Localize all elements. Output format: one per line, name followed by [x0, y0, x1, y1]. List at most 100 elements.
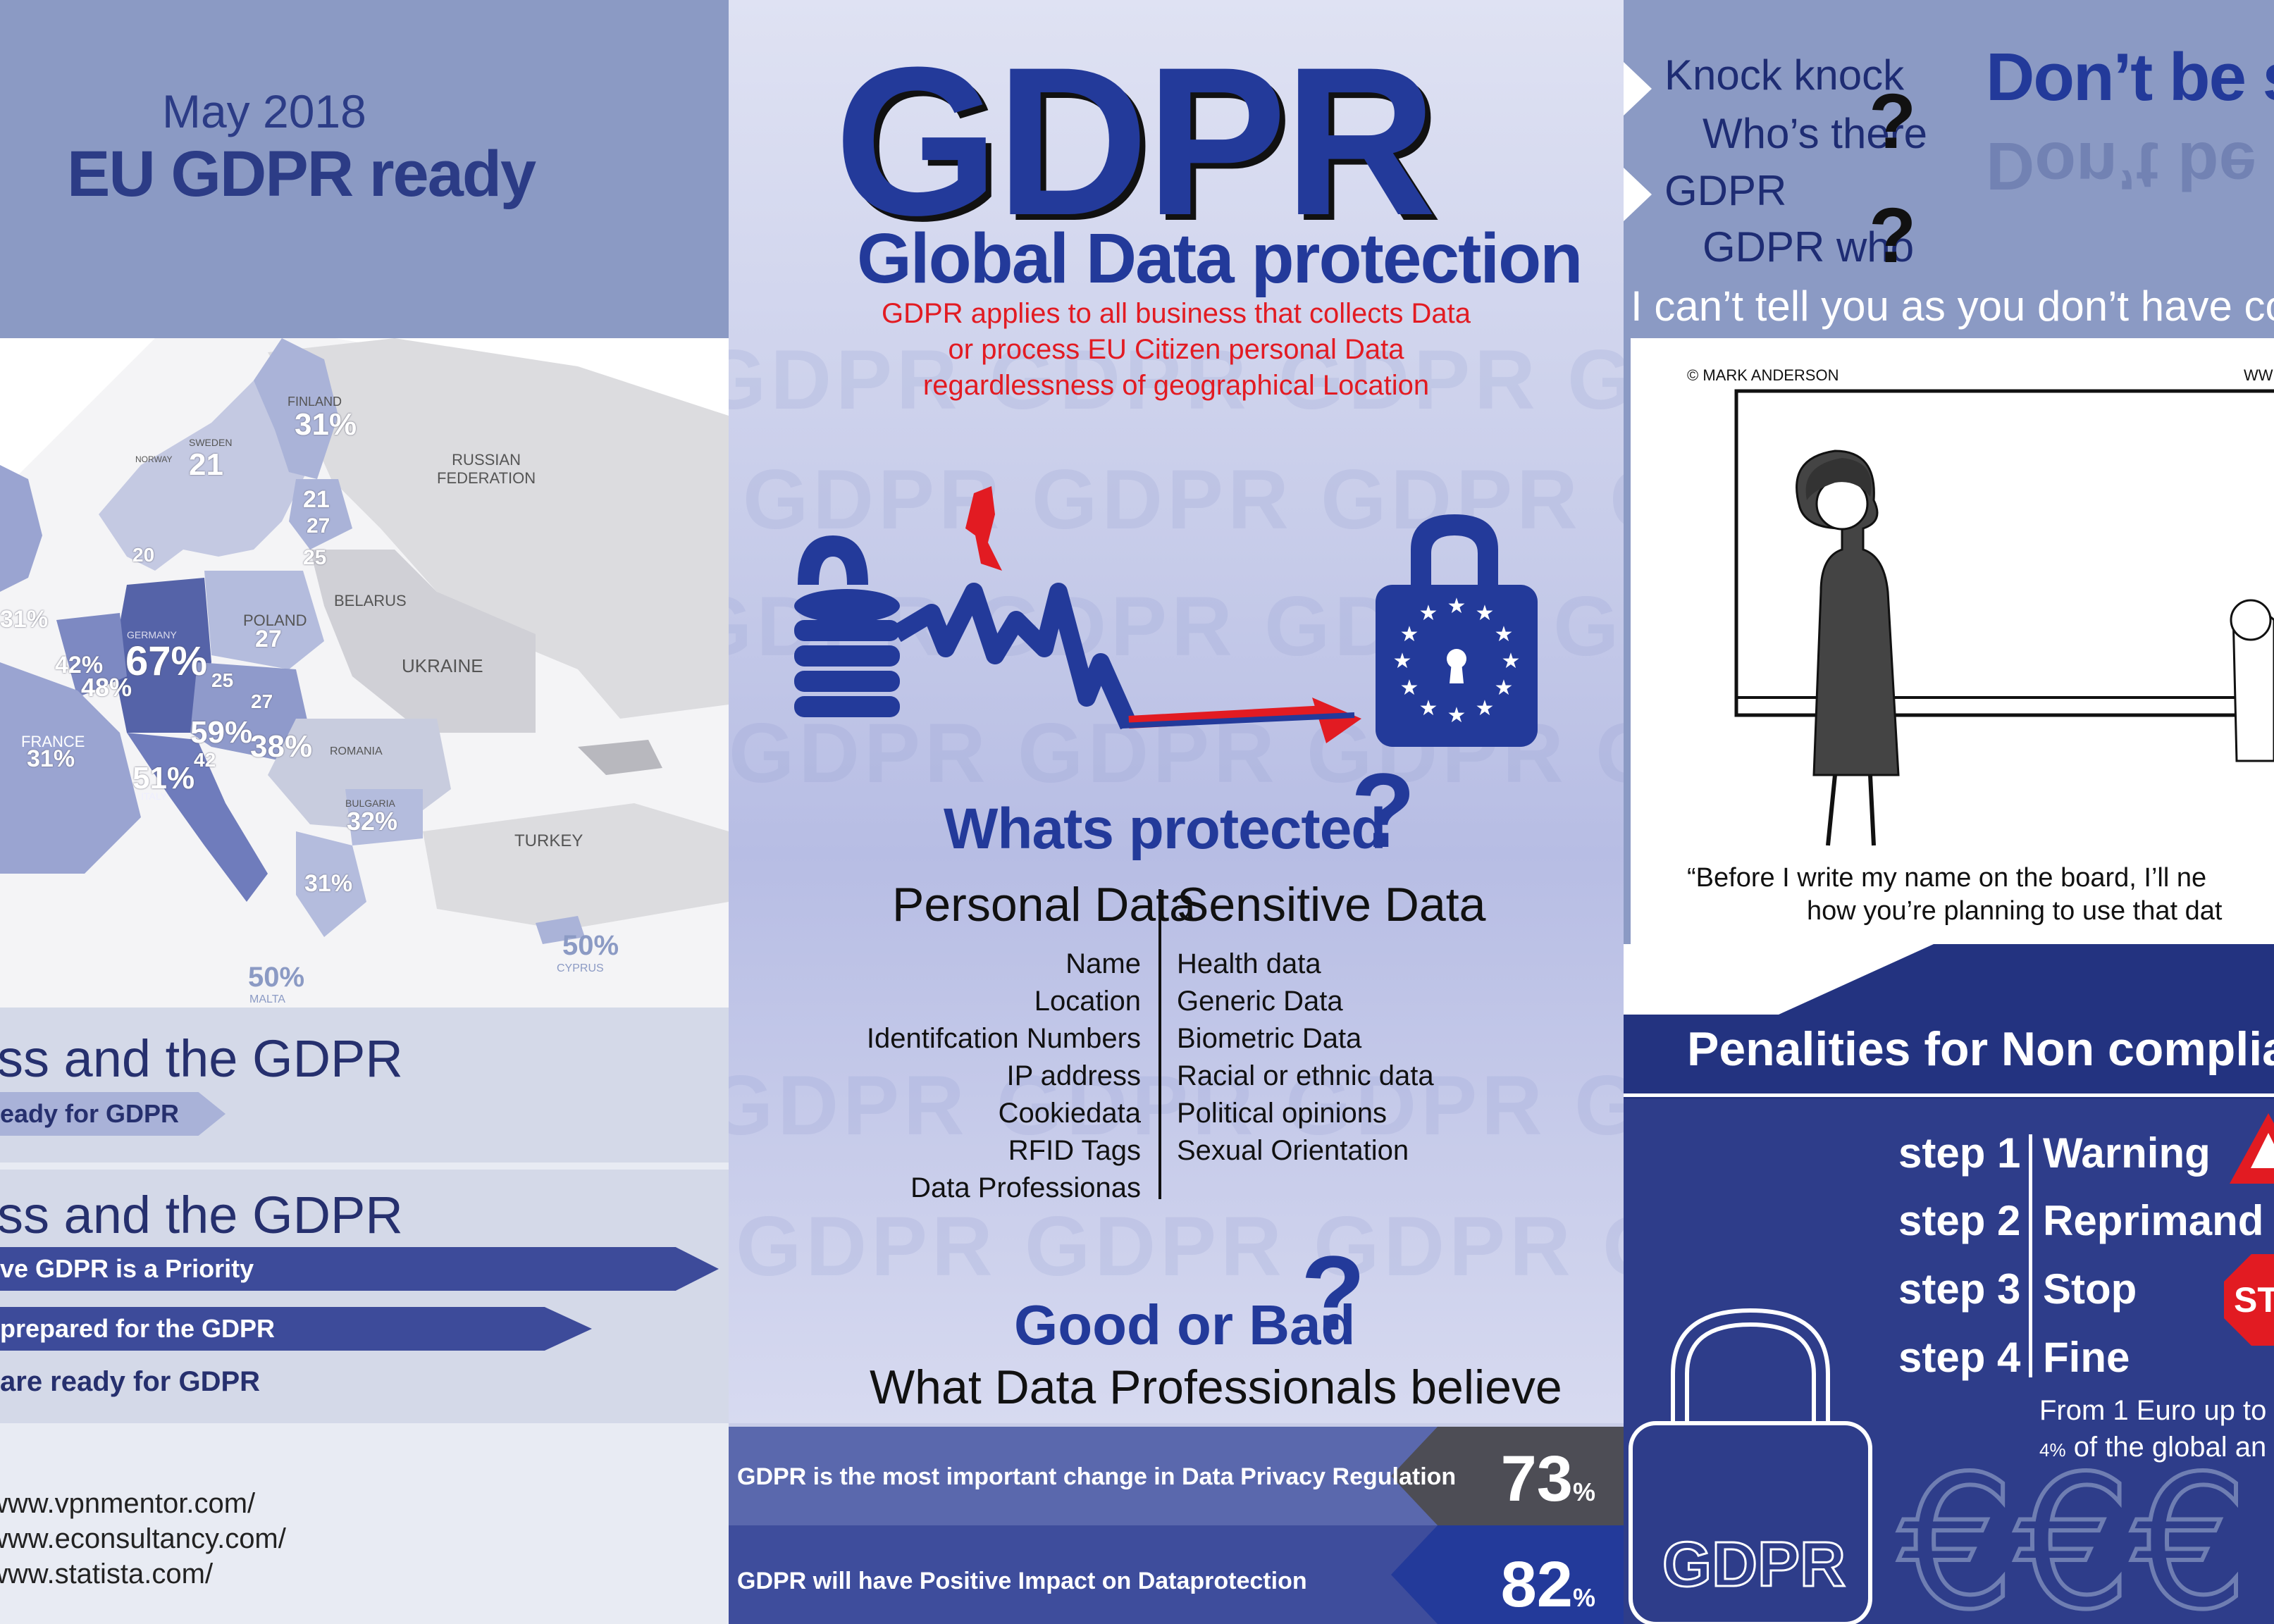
column-divider — [1158, 889, 1161, 1199]
question-mark-icon: ? — [1869, 78, 1917, 165]
joke-line-3: GDPR — [1664, 167, 1787, 214]
step-2-value: Reprimand — [2043, 1197, 2264, 1244]
dont-be-so-reflection: Don’t be so — [1986, 128, 2274, 204]
center-panel: GDPR GDPR GDPR GDPR GDPR GDPR GDPR GDPR … — [729, 0, 1624, 1624]
section-2-arrow-2: prepared for the GDPR — [0, 1307, 592, 1351]
play-arrow-icon — [1624, 62, 1652, 116]
map-value-finland: 31% — [295, 407, 357, 442]
map-label-norway: NORWAY — [135, 454, 173, 464]
watermark-row: GDPR GDPR GDPR GDPR GDPR GDPR — [736, 1199, 1624, 1294]
sensitive-item: Sexual Orientation — [1177, 1135, 1409, 1166]
joke-line-4: GDPR who — [1703, 223, 1915, 271]
map-label-finland: FINLAND — [288, 395, 342, 409]
map-value-belgium: 42% — [55, 652, 104, 678]
stat-1-bg — [1391, 1427, 1624, 1525]
map-value-bulgaria: 32% — [347, 807, 398, 836]
sensitive-item: Biometric Data — [1177, 1023, 1362, 1054]
svg-text:★: ★ — [1502, 649, 1521, 674]
gdpr-lock-euro-graphic: €€€ — [1629, 1308, 2250, 1624]
svg-text:★: ★ — [1393, 649, 1412, 674]
red-line-1: GDPR applies to all business that collec… — [882, 298, 1471, 329]
section-2-title: ss and the GDPR — [0, 1186, 403, 1244]
sensitive-data-heading: Sensitive Data — [1177, 878, 1486, 931]
personal-data-heading: Personal Data — [892, 878, 1196, 931]
joke-line-2: Who’s there — [1703, 110, 1928, 157]
source-link-3[interactable]: www.statista.com/ — [0, 1558, 214, 1589]
map-value-lithuania: 25 — [303, 546, 327, 569]
personal-item: Location — [1034, 986, 1141, 1017]
map-value-malta: 50% — [248, 962, 305, 993]
map-value-czech: 25 — [211, 669, 234, 691]
cartoon-caption-2: how you’re planning to use that dat — [1807, 896, 2223, 926]
svg-text:★: ★ — [1476, 696, 1495, 721]
question-mark-icon: ? — [1869, 192, 1917, 279]
map-label-turkey: TURKEY — [514, 831, 583, 850]
stat-1-value: 73% — [1500, 1443, 1595, 1515]
map-label-italy: ITALY — [141, 791, 167, 802]
map-value-hungary: 38% — [250, 729, 313, 764]
penalties-header: Article 83 Penalities for Non compliance — [1624, 944, 2274, 1099]
svg-text:★: ★ — [1447, 594, 1466, 619]
map-label-poland: POLAND — [243, 612, 307, 629]
svg-text:★: ★ — [1419, 601, 1438, 626]
step-2-label: step 2 — [1898, 1197, 2021, 1244]
question-mark-icon: ? — [1351, 751, 1416, 869]
right-panel: Knock knock Who’s there ? GDPR GDPR who … — [1624, 0, 2274, 1624]
cartoon-drawing — [1734, 389, 2274, 846]
section-readiness-2: ss and the GDPR ve GDPR is a Priority pr… — [0, 1170, 729, 1423]
left-title: EU GDPR ready — [67, 138, 536, 210]
cartoon-url: WW — [2244, 366, 2273, 384]
data-protection-illustration: ★ ★★★ ★★★★ ★★★★ — [794, 486, 1538, 747]
date-label: May 2018 — [162, 85, 366, 137]
joke-section: Knock knock Who’s there ? GDPR GDPR who … — [1624, 0, 2274, 338]
map-value-slovenia: 42 — [194, 749, 216, 771]
consent-line: I can’t tell you as you don’t have conse… — [1631, 283, 2274, 330]
section-1-arrow: eady for GDPR — [0, 1092, 225, 1136]
steps-divider — [2029, 1134, 2032, 1377]
sensitive-item: Political opinions — [1177, 1098, 1387, 1129]
play-arrow-icon — [1624, 168, 1652, 221]
penalties-title: Penalities for Non compliance — [1687, 1022, 2274, 1076]
step-4-value: Fine — [2043, 1334, 2130, 1381]
personal-data-list: Name Location Identifcation Numbers IP a… — [729, 946, 1141, 1207]
map-value-netherlands: 48% — [81, 673, 132, 702]
step-1-label: step 1 — [1898, 1129, 2021, 1177]
left-panel: May 2018 EU GDPR ready — [0, 0, 729, 1624]
map-value-germany: 67% — [125, 638, 208, 684]
cartoon-caption-1: “Before I write my name on the board, I’… — [1687, 863, 2207, 893]
map-value-latvia: 27 — [307, 514, 330, 538]
map-label-russia: RUSSIAN FEDERATION — [437, 451, 536, 487]
map-value-austria: 59% — [190, 715, 253, 750]
map-label-romania: ROMANIA — [330, 745, 383, 757]
map-label-bulgaria: BULGARIA — [345, 798, 395, 809]
center-subtitle: Global Data protection — [857, 219, 1583, 298]
personal-item: Cookiedata — [998, 1098, 1141, 1129]
europe-map-graphic — [0, 331, 729, 1008]
map-value-greece: 31% — [304, 870, 353, 897]
stat-1-text: GDPR is the most important change in Dat… — [737, 1463, 1457, 1490]
map-label-ukraine: UKRAINE — [402, 655, 483, 676]
section-1-title: ss and the GDPR — [0, 1029, 403, 1088]
source-link-1[interactable]: www.vpnmentor.com/ — [0, 1488, 256, 1519]
watermark-row: GDPR GDPR GDPR GDPR GDPR GDPR — [729, 333, 1624, 427]
svg-text:★: ★ — [1495, 622, 1514, 647]
eu-lock-icon: ★ ★★★ ★★★★ ★★★★ — [1376, 514, 1538, 747]
fine-note-2: 4% of the global an — [2039, 1432, 2267, 1463]
map-value-cyprus: 50% — [562, 930, 619, 961]
watermark-row: GDPR GDPR GDPR GDPR GDPR GDPR — [729, 1058, 1624, 1153]
sensitive-item: Racial or ethnic data — [1177, 1060, 1434, 1091]
section-readiness-1: ss and the GDPR eady for GDPR — [0, 1008, 729, 1163]
personal-item: IP address — [1006, 1060, 1142, 1091]
penalties-section: Article 83 Penalities for Non compliance… — [1624, 944, 2274, 1624]
personal-item: Name — [1065, 948, 1141, 979]
map-value-denmark: 20 — [132, 544, 155, 566]
joke-line-1: Knock knock — [1664, 51, 1905, 99]
step-3-label: step 3 — [1898, 1265, 2021, 1313]
source-link-2[interactable]: www.econsultancy.com/ — [0, 1523, 286, 1554]
cartoon-credit: © MARK ANDERSON — [1687, 366, 1839, 384]
svg-text:★: ★ — [1495, 676, 1514, 700]
outline-lock-icon — [1629, 1308, 1872, 1624]
svg-text:★: ★ — [1447, 703, 1466, 728]
red-spark-icon — [965, 486, 1002, 571]
stat-2-text: GDPR will have Positive Impact on Datapr… — [737, 1568, 1307, 1594]
